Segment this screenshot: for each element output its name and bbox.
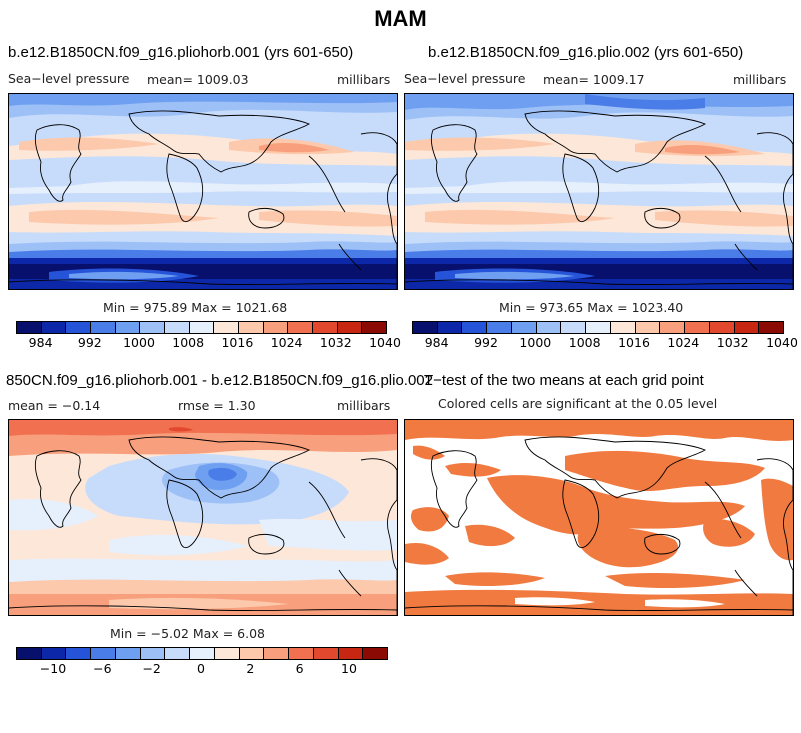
colorbar-swatch (313, 322, 338, 333)
colorbar-swatch (140, 648, 166, 659)
units-label-top-left: millibars (337, 72, 391, 87)
colorbar-swatch (536, 322, 562, 333)
minmax-top-left: Min = 975.89 Max = 1021.68 (103, 300, 288, 315)
colorbar-swatch (759, 322, 784, 333)
colorbar-swatch (363, 648, 388, 659)
colorbar-swatch (190, 648, 215, 659)
colorbar-swatch (462, 322, 488, 333)
map-bottom-left (8, 419, 398, 616)
colorbar-swatch (586, 322, 611, 333)
colorbar-swatch (239, 322, 264, 333)
colorbar-swatch (41, 322, 67, 333)
colorbar-tick-label: −2 (142, 661, 161, 676)
colorbar-swatch (511, 322, 537, 333)
colorbar-swatch (709, 322, 735, 333)
colorbar-tick-label: 1032 (716, 335, 749, 350)
colorbar-swatch (214, 648, 240, 659)
colorbar-swatch (115, 648, 141, 659)
mean-label-bottom-left: mean = −0.14 (8, 398, 101, 413)
mean-label-top-left: mean= 1009.03 (147, 72, 249, 87)
minmax-top-right: Min = 973.65 Max = 1023.40 (499, 300, 684, 315)
panel-title-bottom-right: T−test of the two means at each grid poi… (424, 372, 704, 389)
minmax-bottom-left: Min = −5.02 Max = 6.08 (110, 626, 265, 641)
colorbar-tick-label: 1032 (319, 335, 352, 350)
figure-title: MAM (374, 6, 427, 31)
colorbar-swatch (264, 648, 290, 659)
units-label-bottom-left: millibars (337, 398, 391, 413)
rmse-label-bottom-left: rmse = 1.30 (178, 398, 256, 413)
colorbar-swatch (660, 322, 686, 333)
colorbar-tick-label: −10 (39, 661, 67, 676)
colorbar-tick-label: 2 (246, 661, 255, 676)
colorbar-tick-label: 1016 (618, 335, 650, 350)
colorbar-swatch (239, 648, 265, 659)
colorbar-swatch (338, 648, 364, 659)
panel-title-bottom-left: 850CN.f09_g16.pliohorb.001 - b.e12.B1850… (6, 372, 433, 389)
colorbar-top-left (16, 321, 387, 334)
colorbar-tick-label: 992 (474, 335, 498, 350)
colorbar-swatch (17, 648, 42, 659)
colorbar-tick-label: 984 (28, 335, 53, 350)
colorbar-bottom-left (16, 647, 388, 660)
colorbar-swatch (362, 322, 387, 333)
colorbar-swatch (115, 322, 141, 333)
colorbar-tick-label: 1040 (766, 335, 798, 350)
colorbar-swatch (313, 648, 339, 659)
colorbar-swatch (288, 322, 314, 333)
colorbar-swatch (413, 322, 438, 333)
colorbar-swatch (17, 322, 42, 333)
colorbar-tick-label: 1024 (270, 335, 303, 350)
colorbar-swatch (140, 322, 166, 333)
panel-subtitle-bottom-right: Colored cells are significant at the 0.0… (438, 396, 718, 411)
colorbar-tick-label: 984 (424, 335, 449, 350)
colorbar-top-right (412, 321, 784, 334)
colorbar-tick-label: 1000 (519, 335, 552, 350)
colorbar-swatch (685, 322, 710, 333)
colorbar-swatch (635, 322, 661, 333)
colorbar-tick-label: −6 (93, 661, 112, 676)
colorbar-swatch (734, 322, 760, 333)
colorbar-tick-label: 1024 (667, 335, 700, 350)
panel-title-top-left: b.e12.B1850CN.f09_g16.pliohorb.001 (yrs … (8, 44, 354, 61)
colorbar-swatch (66, 322, 92, 333)
map-top-left (8, 93, 398, 290)
colorbar-swatch (610, 322, 636, 333)
mean-label-top-right: mean= 1009.17 (543, 72, 645, 87)
colorbar-swatch (263, 322, 289, 333)
variable-label-top-right: Sea−level pressure (404, 71, 526, 86)
colorbar-swatch (289, 648, 314, 659)
colorbar-swatch (487, 322, 512, 333)
colorbar-tick-label: 1008 (568, 335, 601, 350)
colorbar-tick-label: 1000 (123, 335, 155, 350)
colorbar-swatch (66, 648, 92, 659)
colorbar-tick-label: 0 (197, 661, 205, 676)
colorbar-tick-label: 1008 (172, 335, 205, 350)
colorbar-swatch (91, 322, 116, 333)
colorbar-swatch (214, 322, 240, 333)
colorbar-swatch (337, 322, 363, 333)
colorbar-swatch (437, 322, 463, 333)
map-top-right (404, 93, 794, 290)
panel-title-top-right: b.e12.B1850CN.f09_g16.plio.002 (yrs 601-… (428, 44, 744, 61)
colorbar-swatch (561, 322, 587, 333)
colorbar-tick-label: 992 (77, 335, 102, 350)
colorbar-swatch (189, 322, 215, 333)
colorbar-tick-label: 1016 (221, 335, 254, 350)
map-bottom-right (404, 419, 794, 616)
colorbar-swatch (165, 322, 190, 333)
units-label-top-right: millibars (733, 72, 787, 87)
colorbar-tick-label: 1040 (369, 335, 401, 350)
variable-label-top-left: Sea−level pressure (8, 71, 130, 86)
colorbar-swatch (165, 648, 191, 659)
colorbar-swatch (41, 648, 67, 659)
colorbar-tick-label: 10 (341, 661, 357, 676)
colorbar-swatch (91, 648, 116, 659)
colorbar-tick-label: 6 (295, 661, 304, 676)
